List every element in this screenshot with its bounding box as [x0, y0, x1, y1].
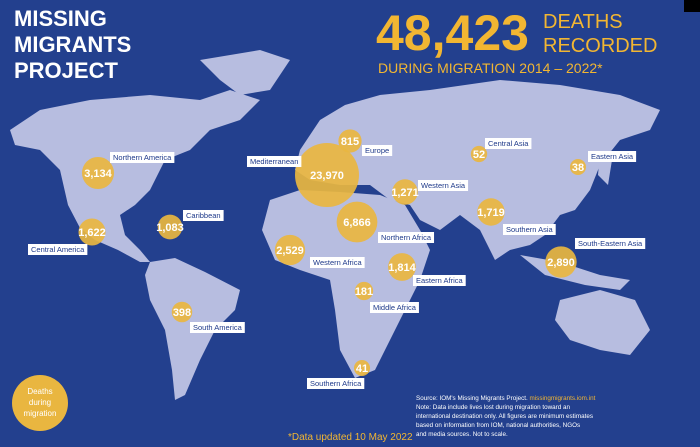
legend-text: migration [24, 409, 57, 418]
bubble-label: 52 [473, 149, 485, 161]
region-label: South America [193, 323, 243, 332]
region-label: South-Eastern Asia [578, 239, 643, 248]
bubble-label: 6,866 [343, 217, 371, 229]
bubble [353, 359, 371, 377]
region-label-box [110, 152, 175, 163]
bubble [294, 142, 360, 208]
bubble-label: 181 [355, 286, 373, 298]
source: international destination only. All figu… [416, 413, 593, 420]
bubble-label: 398 [173, 307, 191, 319]
total-number: 48,423 [376, 5, 529, 61]
bubble-label: 2,529 [276, 245, 304, 257]
region-label-box [190, 322, 245, 333]
region-label-box [307, 378, 365, 389]
region-label-box [418, 180, 469, 191]
bubble [157, 214, 183, 240]
region-label-box [378, 232, 435, 243]
bubble [338, 129, 362, 153]
title-line: MISSING [14, 6, 107, 31]
bubble-label: 1,083 [156, 222, 184, 234]
region-label: Middle Africa [373, 303, 417, 312]
region-label: Western Africa [313, 258, 362, 267]
region-label-box [370, 302, 419, 313]
source-text: Source: IOM's Missing Migrants Project. [416, 395, 530, 402]
source-link: missingmigrants.iom.int [530, 395, 596, 402]
region-label-box [247, 156, 302, 167]
bubble [477, 198, 505, 226]
bubble-label: 38 [572, 162, 584, 174]
region-label: Eastern Africa [416, 276, 464, 285]
region-label-box [575, 238, 646, 249]
bubble-label: 2,890 [547, 257, 575, 269]
region-label: Northern America [113, 153, 172, 162]
region-label-box [588, 151, 637, 162]
region-label: Caribbean [186, 211, 221, 220]
legend-symbol [12, 375, 68, 431]
bubble [336, 201, 378, 243]
bubble-label: 1,814 [388, 262, 416, 274]
region-label-box [183, 210, 224, 221]
bubble [171, 301, 193, 323]
region-label: Southern Africa [310, 379, 362, 388]
source: Note: Data include lives lost during mig… [416, 404, 571, 411]
source: and media sources. Not to scale. [416, 431, 508, 438]
source: Source: IOM's Missing Migrants Project. … [416, 395, 596, 402]
region-label-box [485, 138, 532, 149]
region-label: Europe [365, 146, 389, 155]
region-label-box [503, 224, 556, 235]
legend-text: Deaths [27, 387, 52, 396]
bubble-label: 23,970 [310, 170, 344, 182]
legend-text: during [29, 398, 51, 407]
bubble [81, 156, 115, 190]
bubble [545, 246, 577, 278]
bubble [274, 234, 306, 266]
bubble [392, 179, 418, 205]
bubble [78, 218, 106, 246]
footnote: *Data updated 10 May 2022 [288, 432, 413, 443]
title-line: MIGRANTS [14, 32, 131, 57]
region-label-box [362, 145, 393, 156]
region-label: Southern Asia [506, 225, 554, 234]
region-label: Western Asia [421, 181, 466, 190]
region-label-box [28, 244, 88, 255]
region-label: Eastern Asia [591, 152, 634, 161]
bubble-label: 1,719 [477, 207, 505, 219]
title-line: PROJECT [14, 58, 118, 83]
region-label: Mediterranean [250, 157, 298, 166]
subtitle: DURING MIGRATION 2014 – 2022* [378, 60, 603, 76]
bubble-label: 1,271 [391, 187, 419, 199]
region-label: Central Asia [488, 139, 529, 148]
region-label: Northern Africa [381, 233, 432, 242]
region-label-box [413, 275, 466, 286]
bubble [354, 281, 374, 301]
total-unit: RECORDED [543, 35, 657, 57]
bubble-label: 3,134 [84, 168, 112, 180]
region-label-box [310, 257, 365, 268]
bubble [388, 253, 416, 281]
corner [684, 0, 700, 12]
bubble-label: 1,622 [78, 227, 106, 239]
region-label: Central America [31, 245, 85, 254]
bubble-label: 815 [341, 136, 359, 148]
bubble [570, 159, 586, 175]
total-unit: DEATHS [543, 11, 623, 33]
bubble-label: 41 [356, 363, 368, 375]
source: based on information from IOM, national … [416, 422, 580, 429]
bubble [470, 145, 488, 163]
